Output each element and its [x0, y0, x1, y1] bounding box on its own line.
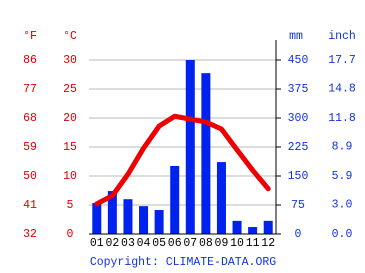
c-tick-label: 0 [67, 228, 74, 241]
x-tick-label: 02 [105, 237, 119, 250]
bar [123, 199, 133, 234]
mm-tick-label: 0 [295, 228, 302, 241]
f-tick-label: 68 [23, 112, 37, 125]
f-tick-label: 50 [23, 170, 37, 183]
inch-tick-label: 3.0 [332, 199, 353, 212]
f-tick-label: 32 [23, 228, 37, 241]
bar [248, 227, 258, 234]
bar [170, 165, 180, 234]
x-tick-label: 07 [183, 237, 197, 250]
x-tick-label: 12 [261, 237, 275, 250]
x-tick-label: 04 [137, 237, 151, 250]
bar [201, 73, 211, 234]
inch-axis-title: inch [328, 30, 356, 43]
f-tick-label: 59 [23, 141, 37, 154]
inch-tick-label: 11.8 [328, 112, 356, 125]
bar [107, 191, 117, 234]
x-tick-label: 09 [215, 237, 229, 250]
mm-tick-label: 300 [288, 112, 309, 125]
mm-tick-label: 375 [288, 83, 309, 96]
mm-axis-title: mm [289, 30, 303, 43]
bar [139, 206, 149, 234]
inch-tick-label: 17.7 [328, 54, 356, 67]
mm-tick-label: 75 [291, 199, 305, 212]
f-tick-label: 86 [23, 54, 37, 67]
mm-tick-label: 150 [288, 170, 309, 183]
x-tick-label: 01 [90, 237, 104, 250]
x-tick-label: 11 [246, 237, 260, 250]
c-tick-label: 20 [63, 112, 77, 125]
bar [263, 220, 273, 234]
bar [154, 210, 164, 234]
mm-tick-label: 225 [288, 141, 309, 154]
f-axis-title: °F [23, 30, 37, 43]
temperature-line [94, 113, 271, 207]
c-tick-label: 25 [63, 83, 77, 96]
x-tick-label: 06 [168, 237, 182, 250]
f-tick-label: 41 [23, 199, 37, 212]
f-tick-label: 77 [23, 83, 37, 96]
x-tick-label: 10 [230, 237, 244, 250]
c-tick-label: 10 [63, 170, 77, 183]
inch-tick-label: 0.0 [332, 228, 353, 241]
inch-tick-label: 5.9 [332, 170, 353, 183]
c-tick-label: 30 [63, 54, 77, 67]
x-tick-label: 08 [199, 237, 213, 250]
bar [185, 60, 195, 234]
mm-tick-label: 450 [288, 54, 309, 67]
source: Copyright: CLIMATE-DATA.ORG [90, 256, 276, 269]
bar [92, 203, 102, 234]
c-axis-title: °C [63, 30, 77, 43]
x-tick-label: 05 [152, 237, 166, 250]
bar [232, 220, 242, 234]
inch-tick-label: 8.9 [332, 141, 353, 154]
c-tick-label: 15 [63, 141, 77, 154]
x-tick-label: 03 [121, 237, 135, 250]
c-tick-label: 5 [67, 199, 74, 212]
bar [216, 162, 226, 234]
inch-tick-label: 14.8 [328, 83, 356, 96]
